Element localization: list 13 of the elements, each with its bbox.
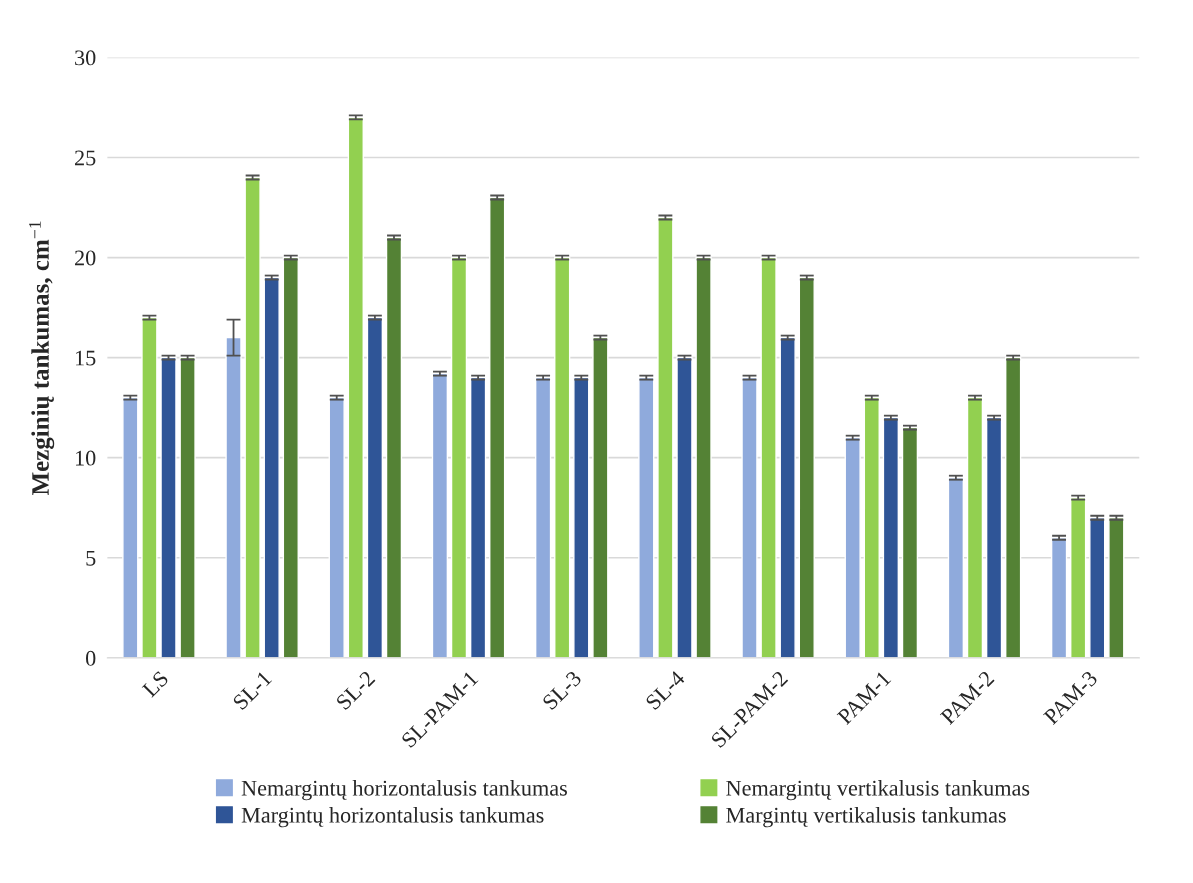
- y-tick-label: 15: [75, 350, 96, 366]
- y-tick-label: 10: [75, 450, 96, 466]
- legend-label: Nemargintų horizontalusis tankumas: [241, 780, 567, 801]
- x-tick-label: LS: [141, 670, 170, 698]
- y-axis-title: Mezginių tankumas, cm$^{−1}$: [29, 221, 55, 496]
- y-tick-label: 0: [86, 650, 96, 666]
- y-tick-label: 20: [75, 250, 96, 266]
- y-tick-label: 25: [75, 150, 96, 166]
- legend-label: Margintų vertikalusis tankumas: [726, 807, 1006, 828]
- legend-label: Nemargintų vertikalusis tankumas: [726, 780, 1030, 801]
- legend-label: Margintų horizontalusis tankumas: [241, 807, 544, 828]
- y-tick-label: 30: [75, 50, 96, 66]
- y-tick-label: 5: [86, 550, 96, 566]
